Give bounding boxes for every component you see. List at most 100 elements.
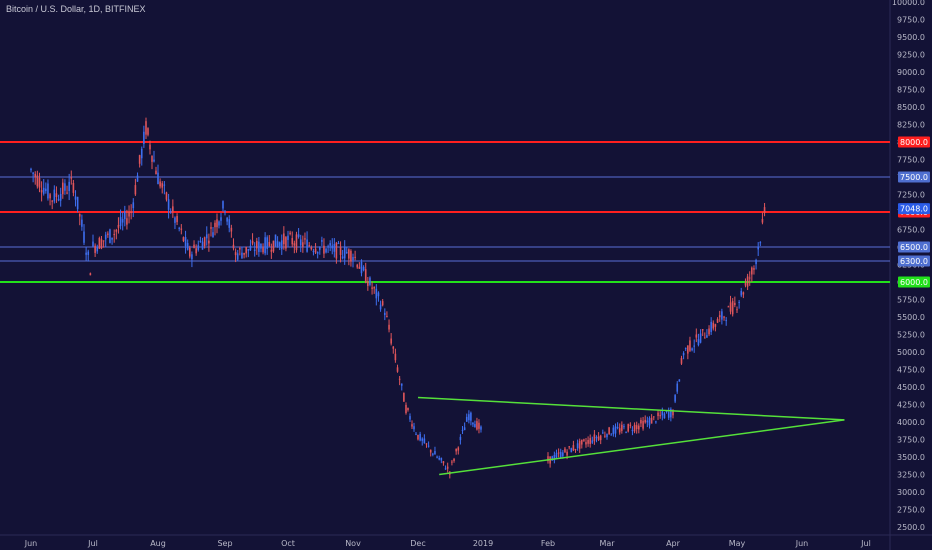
candle-body <box>398 378 401 380</box>
candle-body <box>245 246 247 254</box>
candle-body <box>178 227 180 229</box>
y-tick-label: 8500.0 <box>897 103 925 112</box>
candle-body <box>32 172 34 174</box>
candle-body <box>574 448 577 450</box>
candle-body <box>465 416 468 422</box>
y-tick-label: 6750.0 <box>897 226 925 235</box>
level-badge-bg <box>898 241 930 253</box>
x-tick-label: 2019 <box>473 539 493 548</box>
candle-body <box>642 420 644 429</box>
candle-body <box>356 264 359 268</box>
candle-body <box>124 211 126 220</box>
candle-body <box>731 301 734 315</box>
candle-body <box>631 430 634 432</box>
level-badge-bg <box>898 136 930 148</box>
candle-body <box>214 222 216 228</box>
candle-body <box>672 410 674 416</box>
candle-body <box>314 248 317 253</box>
y-tick-label: 5250.0 <box>897 331 925 340</box>
candle-body <box>104 234 107 240</box>
candle-body <box>306 239 308 252</box>
candle-body <box>738 301 740 303</box>
candle-body <box>126 218 128 225</box>
candle-body <box>427 445 430 447</box>
candle-body <box>30 168 32 171</box>
candle-body <box>480 426 482 430</box>
candle-body <box>740 290 743 296</box>
candle-body <box>153 159 155 162</box>
candle-body <box>682 353 685 356</box>
candle-body <box>184 237 187 247</box>
candle-body <box>119 217 122 226</box>
candle-body <box>570 448 573 453</box>
candle-body <box>149 144 151 150</box>
candle-body <box>308 245 310 247</box>
candle-body <box>381 301 384 306</box>
candle-body <box>753 268 755 270</box>
candle-body <box>379 304 382 310</box>
candle-body <box>316 252 319 254</box>
candle-body <box>98 237 101 249</box>
candle-body <box>247 248 250 251</box>
candle-body <box>62 182 64 195</box>
candle-body <box>68 181 70 192</box>
candle-body <box>295 234 298 251</box>
x-tick-label: Aug <box>150 539 166 548</box>
candle-body <box>147 128 149 135</box>
candle-body <box>362 266 365 271</box>
x-tick-label: Feb <box>541 539 555 548</box>
candle-body <box>684 348 687 350</box>
candle-body <box>689 340 691 351</box>
candle-body <box>587 440 589 444</box>
candle-body <box>423 438 426 444</box>
candle-body <box>241 252 243 259</box>
level-badge: 6000.0 <box>900 278 928 287</box>
candle-body <box>174 217 176 223</box>
candle-body <box>413 426 415 430</box>
candle-body <box>42 187 45 194</box>
candle-body <box>323 245 325 254</box>
candle-body <box>109 229 111 243</box>
candle-body <box>249 245 252 251</box>
candle-body <box>562 452 564 457</box>
candle-body <box>253 249 256 251</box>
candle-body <box>566 451 568 456</box>
candle-body <box>343 246 346 259</box>
candle-body <box>419 433 421 441</box>
candle-body <box>470 412 472 421</box>
y-tick-label: 8750.0 <box>897 86 925 95</box>
candle-body <box>652 416 655 418</box>
candle-body <box>436 456 438 458</box>
candle-body <box>761 219 764 223</box>
candle-body <box>394 353 397 361</box>
candle-body <box>151 155 153 162</box>
candle-body <box>616 426 619 429</box>
candle-body <box>270 249 273 252</box>
candle-body <box>576 443 579 449</box>
candle-body <box>396 367 399 372</box>
candle-body <box>64 183 66 191</box>
level-badge-bg <box>898 276 930 288</box>
y-tick-label: 3750.0 <box>897 436 925 445</box>
candle-body <box>746 276 749 287</box>
candle-body <box>161 183 164 188</box>
candle-body <box>143 131 145 144</box>
candle-body <box>70 177 73 179</box>
candle-body <box>589 438 591 444</box>
candle-body <box>243 252 245 255</box>
candle-body <box>468 414 470 421</box>
candle-body <box>721 311 723 320</box>
candle-body <box>691 348 693 351</box>
candle-body <box>47 183 49 199</box>
candle-body <box>478 422 480 429</box>
candle-body <box>107 233 109 235</box>
candle-body <box>130 211 132 213</box>
candle-body <box>400 383 403 386</box>
candle-body <box>329 243 331 246</box>
candle-body <box>251 240 254 244</box>
candle-body <box>434 451 436 455</box>
candle-body <box>678 379 681 382</box>
candle-body <box>714 324 717 327</box>
candle-body <box>45 188 47 192</box>
